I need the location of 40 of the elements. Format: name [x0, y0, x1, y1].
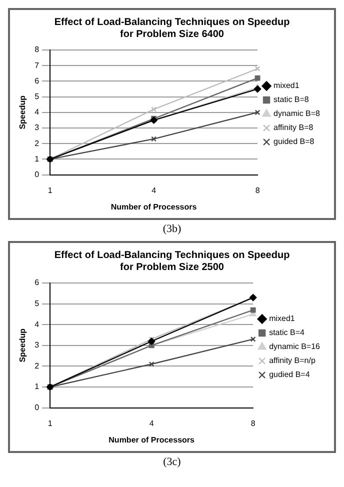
y-axis-title: Speedup — [18, 328, 28, 362]
x-axis-title: Number of Processors — [108, 435, 196, 444]
x-tick-label: 4 — [149, 418, 154, 428]
legend-label: gudied B=4 — [269, 370, 310, 380]
y-tick-label: 1 — [34, 382, 40, 392]
text: (3c) — [162, 456, 182, 468]
y-tick-label: 5 — [34, 299, 40, 308]
legend-label: mixed1 — [269, 314, 296, 324]
y-tick-label: 2 — [34, 138, 40, 148]
x-tick-label: 4 — [152, 186, 157, 195]
text: (3b) — [162, 223, 182, 235]
y-tick-label: 7 — [34, 60, 40, 70]
y-tick-label: 4 — [34, 320, 40, 329]
x-tick-label: 8 — [250, 418, 256, 428]
legend-label: static B=8 — [274, 95, 310, 104]
x-axis-title: Number of Processors — [110, 202, 198, 212]
y-tick-label: 3 — [34, 123, 40, 132]
y-tick-label: 6 — [34, 278, 40, 288]
y-tick-label: 0 — [34, 170, 40, 180]
legend-label: affinity B=8 — [274, 123, 314, 132]
y-tick-label: 3 — [34, 340, 40, 350]
legend-label: dynamic B=16 — [269, 342, 321, 352]
y-tick-label: 2 — [34, 361, 40, 370]
y-tick-label: 0 — [34, 403, 40, 412]
x-tick-label: 8 — [255, 186, 260, 195]
y-tick-label: 1 — [34, 154, 40, 164]
legend-label: mixed1 — [274, 81, 300, 90]
y-tick-label: 8 — [34, 45, 40, 54]
legend-label: guided B=8 — [274, 137, 315, 146]
chart-title: Effect of Load-Balancing Techniques on Speedup for Problem Size 6400 — [54, 16, 290, 40]
y-tick-label: 6 — [34, 76, 40, 86]
y-tick-label: 5 — [34, 92, 40, 102]
legend-label: affinity B=n/p — [269, 356, 316, 366]
legend-label: static B=4 — [269, 328, 305, 338]
x-tick-label: 1 — [48, 186, 53, 195]
y-tick-label: 4 — [34, 108, 40, 117]
legend-label: dynamic B=8 — [274, 109, 321, 118]
x-tick-label: 1 — [48, 418, 53, 428]
y-axis-title: Speedup — [18, 95, 28, 130]
chart-title: Effect of Load-Balancing Techniques on Speedup for Problem Size 2500 — [54, 250, 290, 273]
